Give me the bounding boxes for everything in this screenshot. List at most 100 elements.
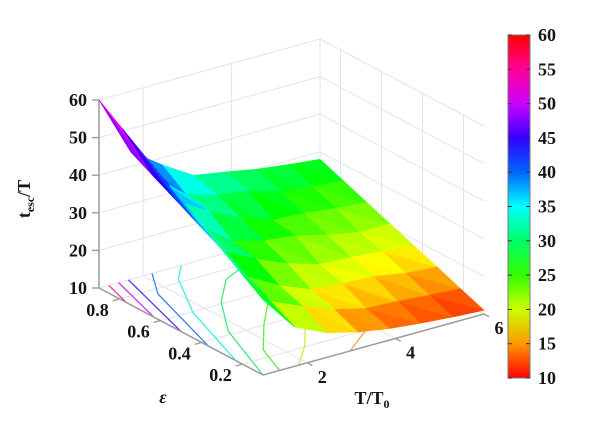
surface-patch [303, 207, 360, 233]
colorbar-tick-label: 40 [538, 162, 556, 182]
surface-patch [319, 256, 374, 277]
surface-patch [239, 270, 295, 328]
y-tick-mark [194, 341, 202, 345]
surface-patch [232, 240, 288, 264]
surface-mesh [98, 99, 485, 334]
z-tick-label: 50 [69, 128, 87, 148]
z-tick-label: 10 [69, 278, 87, 298]
surface-patch [255, 258, 311, 290]
x-tick-mark [483, 313, 490, 318]
y-axis-title: ε [159, 387, 167, 407]
surface-patch [382, 245, 438, 268]
surface-patch [327, 231, 383, 252]
z-tick-label: 30 [69, 203, 87, 223]
z-tick-label: 40 [69, 165, 87, 185]
z-axis-title: tesc/T [14, 180, 37, 218]
surface-patch [122, 128, 178, 202]
grid-line-right-wall-z [319, 38, 485, 127]
y-tick-label: 0.2 [209, 365, 232, 385]
colorbar-tick-label: 20 [538, 299, 556, 319]
surface-patch [311, 180, 368, 203]
colorbar-tick-label: 15 [538, 334, 556, 354]
y-tick-label: 0.4 [168, 343, 191, 363]
surface-patch [185, 193, 241, 219]
contour-line-level-50 [118, 282, 155, 318]
colorbar-tick-label: 25 [538, 265, 556, 285]
surface-patch [215, 242, 272, 302]
y-axis-line [98, 287, 264, 376]
surface-patch [288, 158, 344, 181]
surface-patch [373, 272, 430, 296]
surface-patch [365, 301, 422, 324]
surface-patch [262, 235, 320, 265]
z-axis-title-subscript: esc [23, 196, 37, 212]
contour-line-level-45 [127, 279, 182, 332]
x-tick-label: 2 [318, 367, 327, 387]
surface-patch [247, 276, 303, 307]
surface-patch [225, 168, 281, 192]
y-tick-label: 0.8 [86, 300, 109, 320]
grid-line-left-wall-z [98, 113, 321, 176]
colorbar-tick-label: 50 [538, 94, 556, 114]
grid-line-right-wall-z [319, 113, 485, 202]
x-tick-mark [306, 362, 313, 367]
surface-patch [350, 251, 406, 274]
grid-line-left-wall-z [98, 38, 321, 101]
grid-line-right-wall-z [319, 76, 485, 165]
surface-patch [193, 171, 249, 192]
surface-patch [223, 251, 280, 286]
tick-labels: 10 20 30 40 50 60 0.8 0.6 0.4 0.2 2 4 6 [69, 90, 504, 387]
surface-patch [335, 202, 391, 225]
surface-patch [309, 283, 367, 309]
surface-patch [405, 266, 461, 290]
x-axis-title: T/T0 [354, 388, 389, 411]
surface-patch [397, 294, 453, 318]
surface-patch [341, 276, 398, 302]
surface-patch [215, 190, 273, 221]
surface-patch [280, 186, 336, 209]
surface-patch [302, 306, 358, 333]
contour-line-level-40 [151, 273, 209, 347]
y-tick-mark [112, 298, 120, 302]
surface-patch [270, 301, 327, 333]
y-tick-label: 0.6 [127, 322, 150, 342]
x-tick-label: 6 [495, 318, 504, 338]
contour-line-level-55 [108, 284, 127, 303]
x-axis-title-base: T/T [354, 388, 383, 408]
y-tick-mark [153, 319, 161, 324]
colorbar: 60 55 50 45 40 35 30 25 20 15 10 [507, 25, 556, 388]
y-tick-mark [235, 363, 243, 367]
surface-patch [295, 234, 351, 258]
surface-patch [334, 308, 390, 329]
z-tick-label: 20 [69, 240, 87, 260]
colorbar-tick-label: 55 [538, 59, 556, 79]
contour-line-level-35 [177, 265, 237, 362]
surface-patch [98, 99, 155, 177]
axes-lines-and-ticks [92, 99, 490, 376]
colorbar-tick-label: 30 [538, 231, 556, 251]
z-axis-title-rest: /T [14, 180, 34, 198]
x-tick-mark [395, 337, 402, 342]
surface-patch [145, 157, 201, 228]
colorbar-tick-label: 10 [538, 368, 556, 388]
surface-patch [240, 217, 296, 236]
surface-patch [429, 288, 485, 311]
colorbar-tick-label: 60 [538, 25, 556, 45]
surface-patch [200, 226, 257, 260]
x-tick-label: 4 [406, 342, 415, 362]
surface-patch [272, 212, 328, 236]
surface-patch [162, 164, 218, 196]
surface-patch [248, 190, 304, 214]
grid-line-left-wall-z [98, 76, 321, 139]
surface-patch [279, 285, 335, 310]
surface-patch [256, 164, 313, 187]
grid-line-right-wall-z [319, 151, 485, 240]
x-axis-line [262, 313, 485, 376]
surface-patch [153, 176, 210, 212]
surface-patch [358, 223, 414, 246]
x-axis-title-subscript: 0 [384, 397, 390, 411]
colorbar-tick-label: 35 [538, 197, 556, 217]
z-axis-title-base: t [14, 212, 34, 218]
